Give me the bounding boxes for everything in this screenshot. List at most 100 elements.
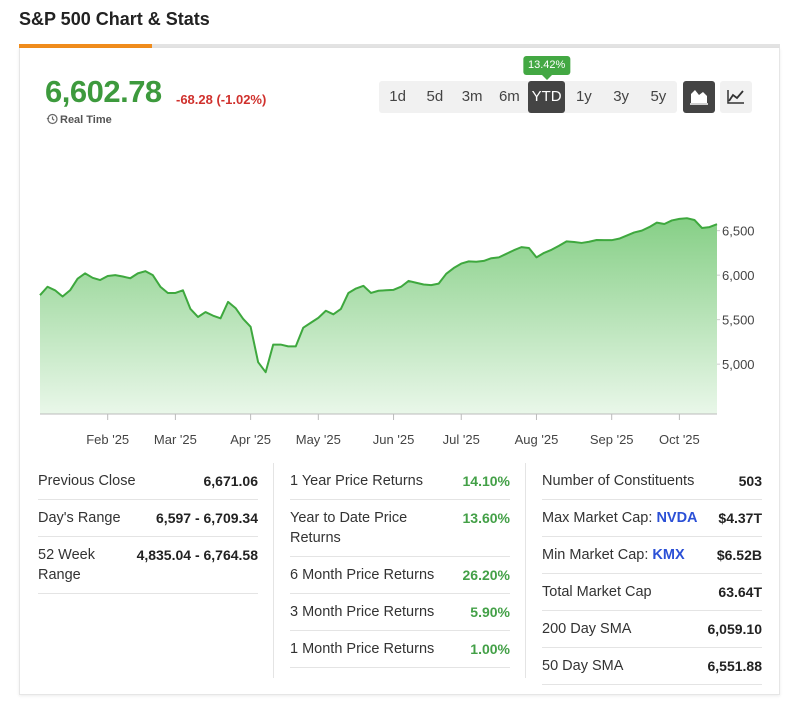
y-tick-label: 5,500 <box>722 313 755 328</box>
area-icon <box>690 90 708 105</box>
y-tick-label: 6,000 <box>722 268 755 283</box>
range-button[interactable]: 5y <box>650 88 667 105</box>
stats-value: 6,671.06 <box>203 473 259 489</box>
stats-label: Max Market Cap: <box>542 510 653 526</box>
stats-label-wrap: 50 Day SMA <box>542 656 708 676</box>
stats-label: 1 Month Price Returns <box>290 641 435 657</box>
area <box>40 218 717 414</box>
card <box>19 48 780 695</box>
stats-value: 6,059.10 <box>707 621 763 637</box>
stats-label: Number of Constituents <box>542 473 695 489</box>
range-button[interactable]: 3m <box>461 88 483 105</box>
range-button[interactable]: 1y <box>575 88 592 105</box>
stats-value: 6,551.88 <box>707 658 763 674</box>
stats-row: Previous Close 6,671.06 <box>38 463 258 500</box>
x-tick-label: Feb '25 <box>86 432 129 447</box>
stats-row: Total Market Cap 63.64T <box>542 574 762 611</box>
range-button[interactable]: 1d <box>389 88 406 105</box>
title-rule-accent <box>19 44 152 48</box>
line-icon <box>727 90 744 104</box>
stats-value: 5.90% <box>470 604 510 620</box>
stats-label: Day's Range <box>38 510 121 526</box>
x-tick-label: Jul '25 <box>443 432 480 447</box>
range-button[interactable]: 3y <box>613 88 630 105</box>
title-rule <box>19 44 780 48</box>
stats-label-wrap: Min Market Cap: KMX <box>542 545 717 565</box>
stats-label-wrap: 52 Week Range <box>38 545 137 585</box>
clock-icon <box>46 113 58 125</box>
range-tooltip: 13.42% <box>522 56 571 75</box>
stats-row: Min Market Cap: KMX $6.52B <box>542 537 762 574</box>
ticker-link[interactable]: NVDA <box>656 510 698 526</box>
stats-value: 1.00% <box>470 641 510 657</box>
x-tick-label: Oct '25 <box>659 432 700 447</box>
stats-row: Number of Constituents 503 <box>542 463 762 500</box>
range-selector: 1d 5d 3m 6m YTD 1y 3y 5y <box>379 81 677 113</box>
y-tick-label: 5,000 <box>722 357 755 372</box>
stats-row: 1 Month Price Returns 1.00% <box>290 631 510 668</box>
stats-label-wrap: Max Market Cap: NVDA <box>542 508 718 528</box>
stats-value: 503 <box>738 473 762 489</box>
stats-column: Number of Constituents 503 Max Market Cap:… <box>542 463 762 685</box>
area-chart-button[interactable] <box>683 81 715 113</box>
line-chart-button[interactable] <box>720 81 752 113</box>
range-button[interactable]: 5d <box>426 88 444 105</box>
range-button[interactable]: YTD <box>528 81 566 113</box>
stats-label-wrap: 3 Month Price Returns <box>290 602 470 622</box>
stats-row: Max Market Cap: NVDA $4.37T <box>542 500 762 537</box>
stats-value: $6.52B <box>716 547 762 563</box>
stats-label: Total Market Cap <box>542 584 652 600</box>
stats-label-wrap: 1 Month Price Returns <box>290 639 470 659</box>
stats-label: 1 Year Price Returns <box>290 473 423 489</box>
column-divider <box>525 463 526 678</box>
page-title: S&P 500 Chart & Stats <box>19 9 210 29</box>
stats-label-wrap: 200 Day SMA <box>542 619 708 639</box>
stats-value: 26.20% <box>462 567 510 583</box>
stats-label-wrap: Number of Constituents <box>542 471 739 491</box>
stats-column: 1 Year Price Returns 14.10% Year to Date P… <box>290 463 510 668</box>
stats-value: 63.64T <box>718 584 762 600</box>
stats-row: Day's Range 6,597 - 6,709.34 <box>38 500 258 537</box>
stats-label: Previous Close <box>38 473 136 489</box>
price-change: -68.28 (-1.02%) <box>176 92 267 107</box>
stats-value: 13.60% <box>462 510 510 526</box>
stats-row: 50 Day SMA 6,551.88 <box>542 648 762 685</box>
stats-label: 52 Week Range <box>38 547 95 583</box>
line <box>39 217 718 374</box>
x-tick-label: Jun '25 <box>373 432 415 447</box>
stats-label-wrap: 1 Year Price Returns <box>290 471 463 491</box>
column-divider <box>273 463 274 678</box>
stats-label-wrap: Previous Close <box>38 471 204 491</box>
x-tick-label: Mar '25 <box>154 432 197 447</box>
chart: Feb '25 Mar '25 Apr '25 May '25 Jun '25 Jul '… <box>39 217 755 447</box>
ticker-link[interactable]: KMX <box>652 547 685 563</box>
price: 6,602.78 <box>45 74 162 109</box>
range-button[interactable]: 6m <box>498 88 520 105</box>
x-tick-label: Aug '25 <box>515 432 559 447</box>
x-tick-label: Sep '25 <box>590 432 634 447</box>
stats-label: Min Market Cap: <box>542 547 649 563</box>
stats-label: 50 Day SMA <box>542 658 624 674</box>
stats-value: 4,835.04 - 6,764.58 <box>136 547 258 563</box>
stats-row: Year to Date Price Returns 13.60% <box>290 500 510 557</box>
real-time-label: Real Time <box>60 114 112 126</box>
stats-value: $4.37T <box>718 510 762 526</box>
stats-column: Previous Close 6,671.06 Day's Range 6,597 -… <box>38 463 258 594</box>
stats-label-wrap: Day's Range <box>38 508 156 528</box>
stats-label: 6 Month Price Returns <box>290 567 435 583</box>
x-tick-label: Apr '25 <box>230 432 271 447</box>
stats-value: 14.10% <box>462 473 510 489</box>
stats-label: Year to Date Price Returns <box>290 510 408 546</box>
stats-row: 52 Week Range 4,835.04 - 6,764.58 <box>38 537 258 594</box>
stats-row: 1 Year Price Returns 14.10% <box>290 463 510 500</box>
stats-label-wrap: Year to Date Price Returns <box>290 508 463 548</box>
stats-label: 3 Month Price Returns <box>290 604 435 620</box>
stats-row: 3 Month Price Returns 5.90% <box>290 594 510 631</box>
stats-value: 6,597 - 6,709.34 <box>156 510 258 526</box>
stats-label-wrap: 6 Month Price Returns <box>290 565 463 585</box>
stats-label-wrap: Total Market Cap <box>542 582 718 602</box>
stats-label: 200 Day SMA <box>542 621 632 637</box>
x-tick-label: May '25 <box>296 432 341 447</box>
tooltip-arrow <box>541 75 552 80</box>
